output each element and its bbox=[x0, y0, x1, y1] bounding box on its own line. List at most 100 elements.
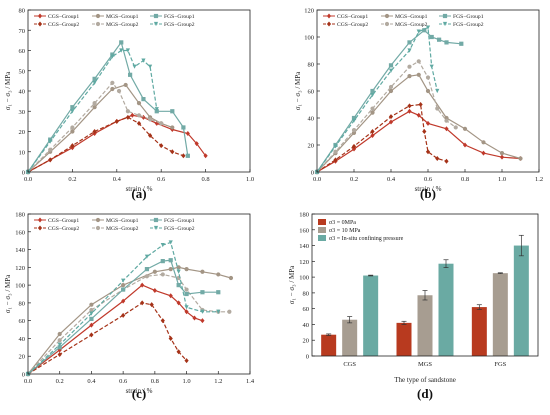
y-tick-label: 40 bbox=[308, 116, 315, 123]
data-point bbox=[92, 76, 97, 81]
data-point bbox=[407, 40, 412, 45]
data-point bbox=[388, 114, 394, 120]
series-group bbox=[314, 102, 449, 175]
x-tick-label: 0.2 bbox=[68, 176, 76, 183]
y-tick-label: 20 bbox=[303, 338, 310, 345]
data-point bbox=[407, 64, 412, 69]
series-line bbox=[316, 26, 438, 173]
x-tick-label: 0.4 bbox=[87, 378, 96, 385]
data-point bbox=[121, 287, 126, 292]
data-point bbox=[422, 129, 427, 134]
data-point bbox=[121, 278, 126, 283]
data-point bbox=[181, 125, 186, 130]
x-tick-label: 0.6 bbox=[157, 176, 166, 183]
series-line bbox=[316, 103, 447, 173]
legend-entry: FGS−Group1 bbox=[150, 13, 195, 20]
y-tick-label: 10 bbox=[19, 149, 26, 156]
x-tick-label: 0.8 bbox=[202, 176, 210, 183]
data-point bbox=[110, 80, 115, 85]
series-group bbox=[314, 59, 458, 175]
data-point bbox=[116, 88, 122, 94]
data-point bbox=[333, 157, 338, 163]
bar bbox=[417, 295, 433, 356]
data-point bbox=[437, 37, 442, 42]
data-point bbox=[200, 318, 205, 324]
data-point bbox=[144, 274, 150, 279]
data-point bbox=[416, 59, 421, 64]
y-tick-label: 70 bbox=[19, 28, 26, 35]
series-group bbox=[25, 300, 189, 377]
legend-swatch-marker bbox=[326, 13, 332, 19]
category-label: FGS bbox=[494, 361, 506, 368]
y-tick-label: 60 bbox=[19, 318, 26, 325]
y-tick-label: 80 bbox=[19, 300, 26, 307]
legend-entry: CGS−Group2 bbox=[34, 225, 79, 232]
data-point bbox=[216, 272, 221, 277]
y-tick-label: 0 bbox=[22, 372, 25, 379]
data-point bbox=[57, 338, 62, 343]
legend-swatch-marker bbox=[95, 21, 101, 27]
data-point bbox=[194, 141, 199, 147]
series-group bbox=[314, 28, 464, 175]
data-point bbox=[110, 86, 115, 92]
data-point bbox=[152, 269, 157, 274]
legend-swatch bbox=[318, 219, 326, 225]
data-point bbox=[92, 101, 97, 106]
data-point bbox=[192, 315, 197, 321]
data-point bbox=[184, 287, 189, 292]
data-point bbox=[481, 140, 486, 145]
y-tick-label: 120 bbox=[299, 259, 309, 266]
data-point bbox=[70, 105, 75, 110]
x-tick-label: 0.4 bbox=[387, 176, 396, 183]
legend-entry: MGS−Group1 bbox=[92, 13, 139, 20]
data-point bbox=[57, 342, 62, 347]
data-point bbox=[168, 335, 173, 341]
series-line bbox=[27, 84, 173, 173]
y-tick-label: 50 bbox=[19, 68, 26, 75]
data-point bbox=[444, 158, 449, 164]
plot-area-frame bbox=[311, 213, 539, 357]
data-point bbox=[114, 118, 119, 124]
legend-entry: FGS−Group2 bbox=[150, 21, 195, 28]
y-tick-label: 80 bbox=[19, 8, 26, 15]
data-point bbox=[444, 126, 449, 132]
series-group bbox=[314, 72, 523, 175]
data-point bbox=[48, 157, 53, 163]
data-point bbox=[407, 74, 412, 79]
x-tick-label: 1.4 bbox=[246, 378, 255, 385]
data-point bbox=[136, 101, 142, 106]
data-point bbox=[136, 120, 142, 126]
data-point bbox=[200, 309, 205, 314]
x-tick-label: 0.0 bbox=[24, 378, 32, 385]
data-point bbox=[92, 80, 97, 85]
data-point bbox=[388, 68, 394, 73]
y-tick-label: 20 bbox=[308, 143, 315, 150]
data-point bbox=[184, 358, 189, 364]
data-point bbox=[148, 117, 153, 122]
data-point bbox=[462, 142, 468, 148]
legend-entry: MGS−Group2 bbox=[92, 21, 139, 28]
data-point bbox=[176, 349, 181, 355]
x-tick-label: 0.4 bbox=[113, 176, 122, 183]
legend-label: CGS−Group2 bbox=[48, 226, 79, 232]
data-point bbox=[89, 316, 94, 321]
y-tick-label: 60 bbox=[19, 48, 26, 55]
chart-panel-3: CGS MGS FGS 0 20 40 60 80 100 120 140 160 180 The typ… bbox=[288, 212, 539, 401]
legend-entry: MGS−Group2 bbox=[381, 21, 428, 28]
y-tick-label: 40 bbox=[19, 89, 26, 96]
series-group bbox=[314, 25, 440, 175]
legend-entry: σ3 = In-situ confining pressure bbox=[318, 235, 404, 242]
y-tick-label: 180 bbox=[299, 212, 309, 219]
x-tick-label: 1.0 bbox=[246, 176, 254, 183]
legend-swatch-marker bbox=[37, 13, 43, 19]
y-tick-label: 60 bbox=[308, 89, 315, 96]
series-group bbox=[25, 240, 221, 377]
bar bbox=[342, 319, 358, 356]
legend-label: FGS−Group2 bbox=[453, 22, 484, 28]
data-point bbox=[518, 156, 523, 161]
series-group bbox=[314, 108, 523, 175]
data-point bbox=[125, 48, 130, 53]
x-tick-label: 1.2 bbox=[214, 378, 222, 385]
panel-label: (b) bbox=[420, 186, 436, 201]
